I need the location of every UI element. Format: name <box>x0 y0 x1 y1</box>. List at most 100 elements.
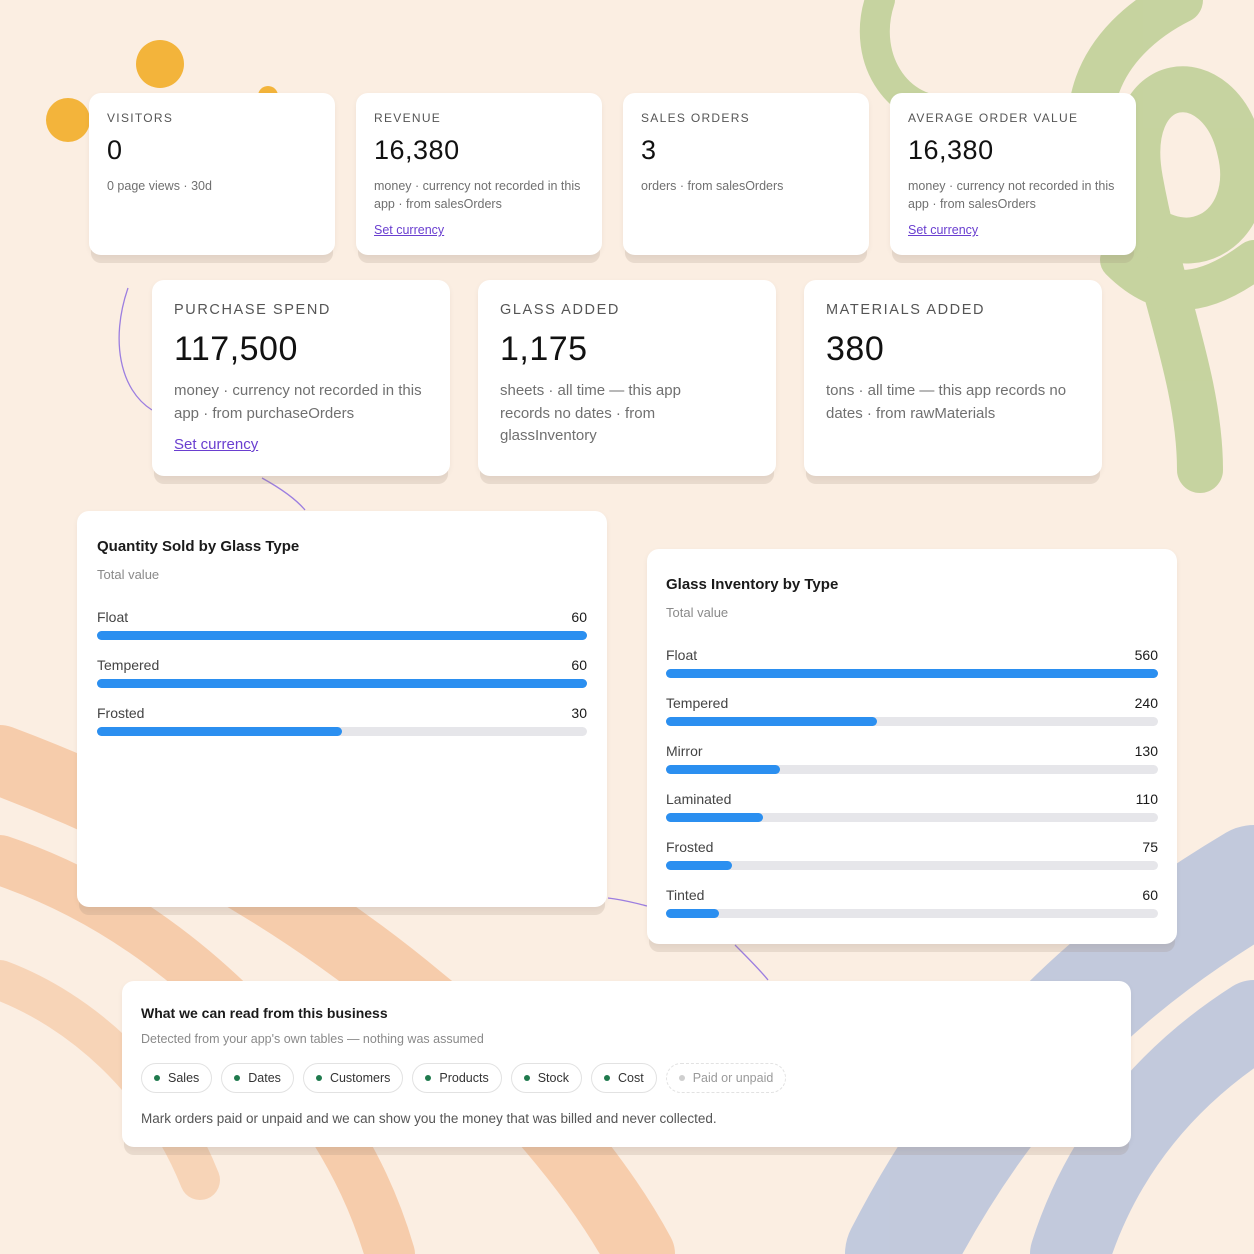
insights-subtitle: Detected from your app's own tables — no… <box>141 1032 484 1046</box>
chart-quantity-sold-by-glass-type: Quantity Sold by Glass Type Total value … <box>77 511 607 907</box>
bar-value: 60 <box>571 657 587 673</box>
kpi-value: 380 <box>826 330 885 368</box>
kpi-note: money · currency not recorded in this ap… <box>908 179 1115 211</box>
bar-label: Laminated <box>666 791 732 807</box>
status-dot-icon <box>315 1075 322 1081</box>
bar-row: Laminated 110 <box>666 791 1158 839</box>
bar-label: Frosted <box>666 839 714 855</box>
kpi-value: 1,175 <box>500 330 588 368</box>
kpi-label: AVERAGE ORDER VALUE <box>908 111 1079 125</box>
insights-footer: Mark orders paid or unpaid and we can sh… <box>141 1111 717 1126</box>
chip-cost: Cost <box>590 1063 657 1093</box>
bar <box>97 631 587 640</box>
bar-value: 75 <box>1142 839 1158 855</box>
bar-row: Frosted 75 <box>666 839 1158 887</box>
kpi-card-purchase-spend: PURCHASE SPEND 117,500 money · currency … <box>152 280 450 476</box>
chip-label: Cost <box>617 1071 644 1085</box>
insights-title: What we can read from this business <box>141 1005 388 1021</box>
kpi-label: SALES ORDERS <box>641 111 750 125</box>
kpi-value: 117,500 <box>174 330 298 368</box>
chart-subtitle: Total value <box>97 567 160 582</box>
bar-value: 30 <box>571 705 587 721</box>
chip-products: Products <box>412 1063 502 1093</box>
chip-label: Stock <box>537 1071 569 1085</box>
bar-value: 60 <box>1142 887 1158 903</box>
bar-track <box>666 717 1158 726</box>
bar-label: Tempered <box>666 695 729 711</box>
kpi-note: 0 page views · 30d <box>107 179 212 193</box>
bar-label: Mirror <box>666 743 703 759</box>
status-dot-icon <box>425 1075 432 1081</box>
status-dot-icon <box>523 1075 530 1081</box>
bar-value: 60 <box>571 609 587 625</box>
bar-row: Float 560 <box>666 647 1158 695</box>
bar <box>666 813 763 822</box>
chip-label: Sales <box>168 1071 200 1085</box>
kpi-note: tons · all time — this app records no da… <box>826 382 1067 422</box>
kpi-label: GLASS ADDED <box>500 302 620 318</box>
chip-dates: Dates <box>221 1063 294 1093</box>
kpi-note: orders · from salesOrders <box>641 179 784 193</box>
kpi-note: money · currency not recorded in this ap… <box>374 179 581 211</box>
kpi-label: REVENUE <box>374 111 442 125</box>
status-dot-icon <box>234 1075 241 1081</box>
chip-stock: Stock <box>510 1063 582 1093</box>
chip-customers: Customers <box>302 1063 404 1093</box>
chip-paid-or-unpaid: Paid or unpaid <box>665 1063 787 1093</box>
chip-label: Paid or unpaid <box>692 1071 774 1085</box>
status-dot-icon <box>154 1075 160 1081</box>
bar <box>666 717 877 726</box>
status-dot-icon <box>603 1075 610 1081</box>
bar-row: Tempered 60 <box>97 657 587 705</box>
kpi-card-materials-added: MATERIALS ADDED 380 tons · all time — th… <box>804 280 1102 476</box>
kpi-card-revenue: REVENUE 16,380 money · currency not reco… <box>356 93 602 255</box>
bar-value: 110 <box>1135 791 1158 807</box>
chart-title: Glass Inventory by Type <box>666 576 839 593</box>
status-dot-icon <box>678 1075 685 1081</box>
bar-row: Tinted 60 <box>666 887 1158 935</box>
bar-row: Float 60 <box>97 609 587 657</box>
kpi-value: 3 <box>641 135 657 165</box>
kpi-card-visitors: VISITORS 0 0 page views · 30d <box>89 93 335 255</box>
bar-track <box>97 727 587 736</box>
set-currency-link[interactable]: Set currency <box>374 223 445 237</box>
bar-track <box>97 631 587 640</box>
kpi-label: PURCHASE SPEND <box>174 302 331 318</box>
set-currency-link[interactable]: Set currency <box>174 436 259 453</box>
bar-label: Tinted <box>666 887 705 903</box>
bar-label: Float <box>666 647 698 663</box>
kpi-card-average-order-value: AVERAGE ORDER VALUE 16,380 money · curre… <box>890 93 1136 255</box>
chip-sales: Sales <box>141 1063 213 1093</box>
chip-label: Products <box>439 1071 489 1085</box>
bar-row: Mirror 130 <box>666 743 1158 791</box>
bar-label: Float <box>97 609 129 625</box>
bar-list: Float 60 Tempered 60 Frosted 30 <box>97 609 587 753</box>
kpi-note: sheets · all time — this app records no … <box>500 382 681 444</box>
chip-label: Customers <box>329 1071 391 1085</box>
kpi-value: 0 <box>107 135 123 165</box>
bar-track <box>666 909 1158 918</box>
chip-label: Dates <box>248 1071 281 1085</box>
kpi-value: 16,380 <box>908 135 994 165</box>
bar <box>666 861 732 870</box>
bar-track <box>666 813 1158 822</box>
bar <box>97 727 342 736</box>
bar-row: Frosted 30 <box>97 705 587 753</box>
set-currency-link[interactable]: Set currency <box>908 223 979 237</box>
bar <box>666 669 1158 678</box>
kpi-label: VISITORS <box>107 111 174 125</box>
bar-value: 240 <box>1134 695 1158 711</box>
kpi-card-sales-orders: SALES ORDERS 3 orders · from salesOrders <box>623 93 869 255</box>
bar-value: 130 <box>1134 743 1158 759</box>
bar-label: Tempered <box>97 657 160 673</box>
bar-value: 560 <box>1134 647 1158 663</box>
kpi-label: MATERIALS ADDED <box>826 302 986 318</box>
chart-title: Quantity Sold by Glass Type <box>97 538 300 555</box>
bar-list: Float 560 Tempered 240 Mirror 130 Laminated 110… <box>666 647 1158 935</box>
bar-track <box>97 679 587 688</box>
chart-glass-inventory-by-type: Glass Inventory by Type Total value Floa… <box>647 549 1177 944</box>
bar <box>97 679 587 688</box>
bar-row: Tempered 240 <box>666 695 1158 743</box>
chart-subtitle: Total value <box>666 605 729 620</box>
capability-chips: Sales Dates Customers Products Stock Cost Paid… <box>141 1063 787 1093</box>
